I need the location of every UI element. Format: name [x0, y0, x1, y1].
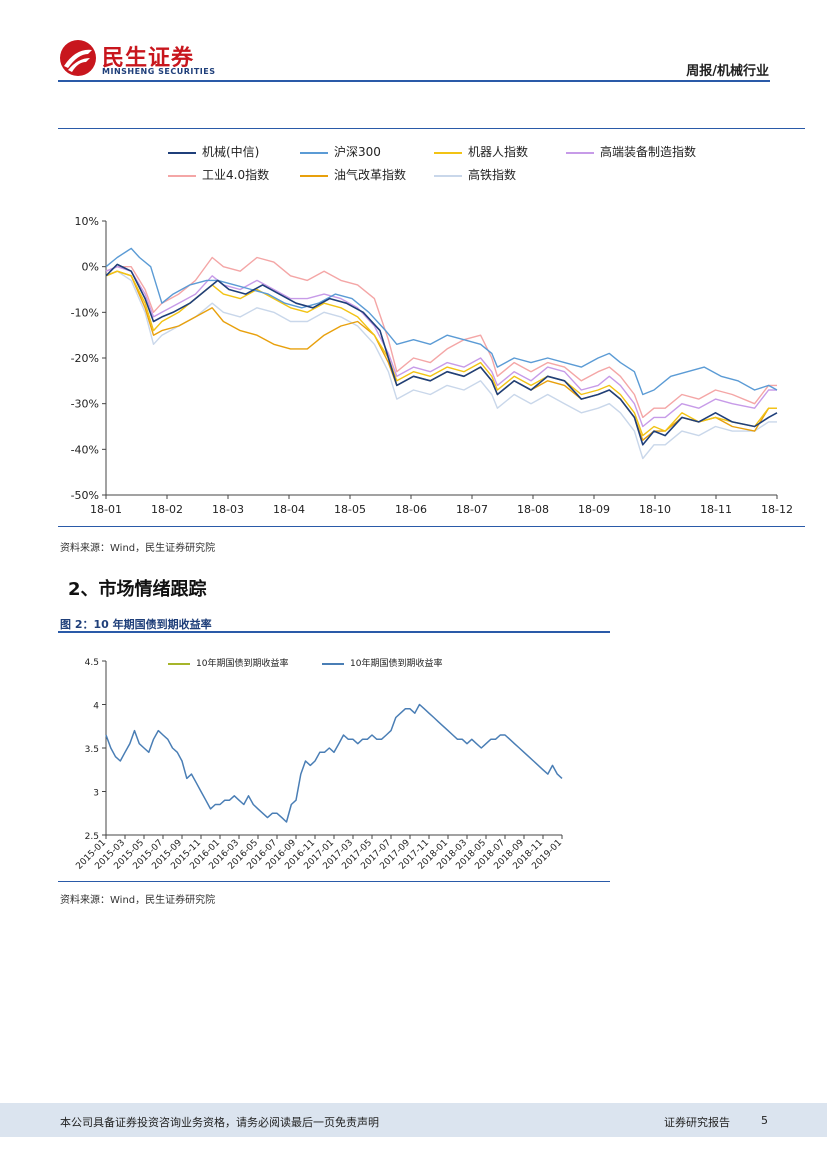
legend-label: 高端装备制造指数: [600, 145, 697, 159]
figure2-legend-item: 10年期国债到期收益率: [168, 656, 288, 669]
figure2-source: 资料来源：Wind，民生证券研究院: [60, 895, 216, 906]
series-line: [105, 270, 777, 441]
x-tick-label: 18-06: [395, 503, 427, 516]
figure2-legend-item: 10年期国债到期收益率: [322, 656, 442, 669]
figure1-legend-item: 沪深300: [300, 143, 381, 160]
x-tick-label: 18-04: [273, 503, 305, 516]
legend-swatch: [434, 174, 462, 177]
logo: 民生证券 MINSHENG SECURITIES: [58, 38, 218, 80]
figure2-title: 图 2：10 年期国债到期收益率: [60, 618, 212, 631]
legend-label: 10年期国债到期收益率: [350, 659, 443, 669]
y-tick-label: 2.5: [85, 832, 99, 842]
figure1-legend-item: 工业4.0指数: [168, 166, 269, 183]
figure1-legend-item: 油气改革指数: [300, 166, 406, 183]
figure1-legend-item: 机械(中信): [168, 143, 259, 160]
series-line: [105, 703, 563, 823]
y-tick-label: 4.5: [85, 658, 99, 668]
legend-label: 10年期国债到期收益率: [196, 659, 289, 669]
logo-text-en: MINSHENG SECURITIES: [102, 67, 216, 76]
figure1-source: 资料来源：Wind，民生证券研究院: [60, 543, 216, 554]
legend-label: 沪深300: [334, 145, 381, 159]
series-line: [105, 247, 778, 396]
footer-disclaimer: 本公司具备证券投资咨询业务资格，请务必阅读最后一页免责声明: [60, 1116, 379, 1129]
series-line: [105, 263, 778, 446]
x-tick-label: 18-03: [212, 503, 244, 516]
y-tick-label: -20%: [71, 352, 99, 365]
x-tick-label: 18-08: [517, 503, 549, 516]
legend-label: 高铁指数: [468, 168, 517, 182]
legend-swatch: [168, 174, 196, 177]
legend-label: 工业4.0指数: [202, 168, 270, 182]
series-line: [105, 270, 777, 460]
figure1-bottom-rule: [58, 526, 805, 527]
figure2-chart: 4.543.532.52015-012015-032015-052015-072…: [74, 658, 564, 872]
series-line: [105, 256, 777, 419]
y-tick-label: 3: [93, 789, 99, 799]
figure1-legend-item: 高铁指数: [434, 166, 516, 183]
legend-label: 机械(中信): [202, 145, 260, 159]
x-tick-label: 18-10: [639, 503, 671, 516]
section-title: 2、市场情绪跟踪: [68, 579, 207, 600]
figure1-legend-item: 高端装备制造指数: [566, 143, 696, 160]
figure1-top-rule: [58, 128, 805, 129]
legend-swatch: [434, 151, 462, 154]
x-tick-label: 18-12: [761, 503, 793, 516]
x-tick-label: 18-11: [700, 503, 732, 516]
footer-label: 证券研究报告: [664, 1116, 730, 1129]
report-type: 周报/机械行业: [686, 64, 769, 79]
x-tick-label: 18-09: [578, 503, 610, 516]
y-tick-label: 3.5: [85, 745, 99, 755]
header-divider: [58, 80, 770, 82]
logo-text-cn: 民生证券: [102, 46, 195, 71]
y-tick-label: -40%: [71, 443, 99, 456]
figure1-chart: 10% 0% -10% -20% -30% -40% -50%18-01 18-02 18-03…: [71, 215, 793, 516]
legend-swatch: [322, 662, 344, 665]
y-tick-label: -50%: [71, 489, 99, 502]
legend-swatch: [300, 151, 328, 154]
x-tick-label: 18-07: [456, 503, 488, 516]
figure2-bottom-rule: [58, 881, 610, 882]
legend-swatch: [300, 174, 328, 177]
footer-bar: [0, 1103, 827, 1137]
legend-swatch: [168, 151, 196, 154]
series-line: [105, 266, 777, 428]
y-tick-label: 0%: [82, 261, 99, 274]
legend-swatch: [566, 151, 594, 154]
figure2-top-rule: [58, 631, 610, 633]
y-tick-label: 10%: [75, 215, 99, 228]
y-tick-label: 4: [93, 702, 99, 712]
legend-label: 油气改革指数: [334, 168, 407, 182]
y-tick-label: -10%: [71, 306, 99, 319]
legend-label: 机器人指数: [468, 145, 529, 159]
y-tick-label: -30%: [71, 398, 99, 411]
minsheng-logo-icon: [60, 40, 96, 76]
x-tick-label: 18-02: [151, 503, 183, 516]
figure1-legend-item: 机器人指数: [434, 143, 528, 160]
page-number: 5: [761, 1114, 768, 1127]
x-tick-label: 18-01: [90, 503, 122, 516]
legend-swatch: [168, 662, 190, 665]
x-tick-label: 18-05: [334, 503, 366, 516]
